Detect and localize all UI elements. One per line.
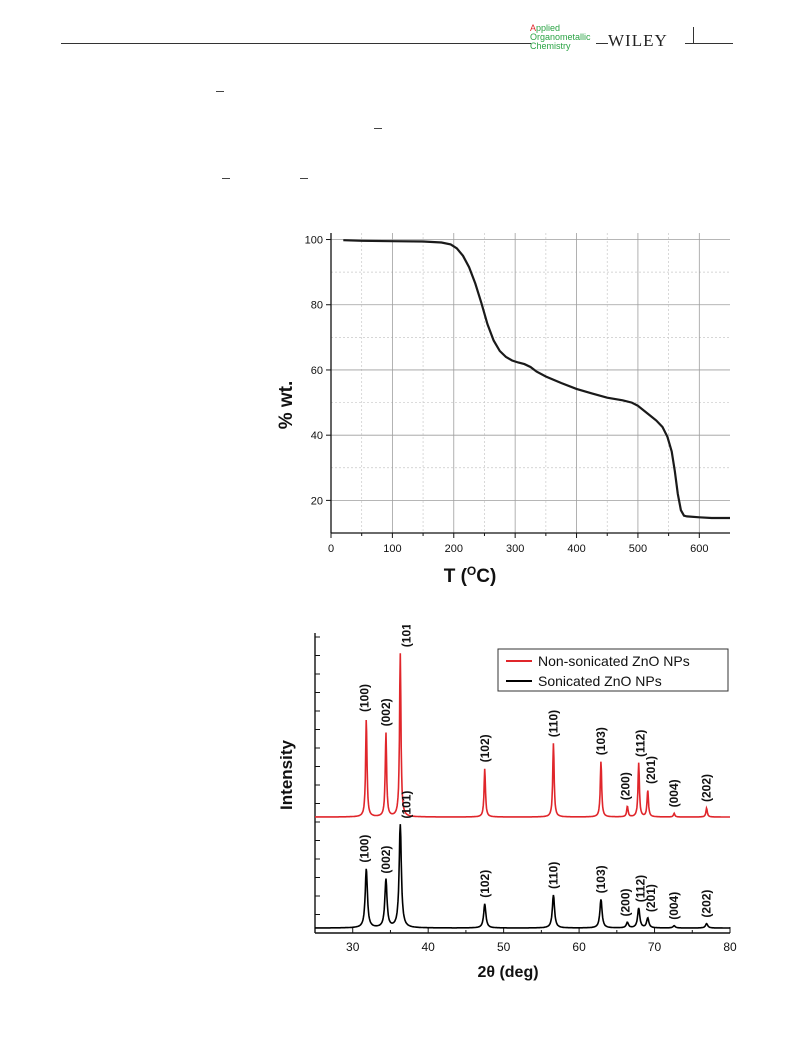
xrd-peak-label-top: (101) (399, 625, 413, 647)
journal-word-chemistry: hemistry (536, 41, 571, 51)
xrd-peak-label-bottom: (200) (618, 888, 632, 916)
publisher-logo: WILEY (608, 31, 668, 50)
xrd-ticks: 30 40 50 60 70 80 (314, 636, 737, 954)
tga-x-tick-label: 0 (328, 543, 334, 555)
tga-y-tick-label: 60 (311, 365, 323, 377)
xrd-x-tick-label: 70 (648, 940, 662, 954)
xrd-peak-label-top: (103) (594, 727, 608, 755)
journal-word-organometallic: rganometallic (537, 32, 591, 42)
xrd-peak-label-top: (100) (357, 684, 371, 712)
xrd-peak-label-top: (004) (667, 779, 681, 807)
tga-series-line (343, 239, 730, 520)
xrd-peak-label-top: (102) (478, 734, 492, 762)
xrd-peak-label-bottom: (002) (379, 846, 393, 874)
legend-label-non-sonicated: Non-sonicated ZnO NPs (538, 653, 690, 669)
tga-y-tick-label: 40 (311, 430, 323, 442)
xrd-peak-label-top: (202) (700, 774, 714, 802)
journal-initial-o: O (530, 32, 538, 42)
xrd-peak-label-top: (110) (546, 710, 560, 737)
tga-x-tick-label: 100 (383, 543, 401, 555)
xrd-series-non-sonicated (315, 653, 730, 818)
xrd-peak-label-bottom: (202) (700, 890, 714, 918)
overbar-mark (300, 178, 308, 179)
xrd-peak-label-top: (201) (644, 756, 658, 784)
xrd-axes (314, 633, 730, 934)
xrd-x-tick-label: 30 (346, 940, 360, 954)
tga-x-label-sup: O (467, 564, 476, 578)
tga-y-tick-label: 80 (311, 300, 323, 312)
header-rule-left (61, 43, 531, 44)
xrd-peak-label-bottom: (110) (546, 862, 560, 889)
tga-chart: 0 100 200 300 400 500 600 20 40 60 80 100 % wt. T (… (276, 233, 730, 587)
xrd-peak-label-bottom: (100) (357, 835, 371, 863)
xrd-peak-label-top: (002) (379, 698, 393, 726)
xrd-peak-label-bottom: (101) (399, 791, 413, 819)
xrd-peak-label-bottom: (103) (594, 865, 608, 893)
xrd-peak-label-top: (200) (618, 772, 632, 800)
xrd-x-tick-label: 50 (497, 940, 511, 954)
overbar-mark (222, 178, 230, 179)
tga-x-label-main: T ( (444, 566, 468, 587)
journal-initial-a: A (530, 23, 537, 33)
header-rule-right (685, 43, 733, 44)
tga-x-label-end: C) (476, 566, 496, 587)
tga-x-tick-label: 500 (629, 543, 647, 555)
tga-y-tick-label: 100 (305, 235, 323, 247)
tga-y-axis-label: % wt. (276, 381, 297, 430)
tga-x-tick-label: 600 (690, 543, 708, 555)
xrd-x-tick-label: 60 (572, 940, 586, 954)
overbar-mark (374, 128, 382, 129)
xrd-peak-label-top: (112) (634, 730, 648, 757)
xrd-x-tick-label: 40 (422, 940, 436, 954)
xrd-peak-label-bottom: (004) (667, 892, 681, 920)
tga-axes (330, 233, 730, 534)
tga-y-tick-label: 20 (311, 495, 323, 507)
tga-ticks: 0 100 200 300 400 500 600 20 40 60 80 100 (305, 235, 709, 555)
xrd-x-tick-label: 80 (723, 940, 737, 954)
overbar-mark (216, 91, 224, 92)
tga-x-tick-label: 200 (445, 543, 463, 555)
tga-x-axis-label: T (OC) (444, 564, 497, 587)
tga-x-tick-label: 400 (567, 543, 585, 555)
xrd-chart: 30 40 50 60 70 80 (100)(100)(002)(002)(101)(1… (277, 625, 737, 981)
xrd-y-axis-label: Intensity (277, 740, 296, 810)
journal-initial-c: C (530, 41, 537, 51)
xrd-peak-label-bottom: (112) (634, 875, 648, 902)
xrd-x-axis-label: 2θ (deg) (477, 964, 538, 981)
xrd-peak-label-bottom: (201) (644, 884, 658, 912)
header-rule-mid (596, 43, 608, 44)
header-rule-vertical (693, 27, 694, 43)
journal-word-applied: pplied (536, 23, 561, 33)
xrd-peak-label-bottom: (102) (478, 870, 492, 898)
tga-x-tick-label: 300 (506, 543, 524, 555)
xrd-series-sonicated (315, 824, 730, 929)
xrd-legend: Non-sonicated ZnO NPs Sonicated ZnO NPs (497, 648, 729, 692)
legend-label-sonicated: Sonicated ZnO NPs (538, 673, 662, 689)
journal-logo: Applied Organometallic Chemistry (530, 24, 591, 51)
xrd-peak-labels: (100) (100) (002) (002) (101) (101) (102) (102)… (357, 625, 713, 920)
tga-grid (331, 233, 730, 534)
